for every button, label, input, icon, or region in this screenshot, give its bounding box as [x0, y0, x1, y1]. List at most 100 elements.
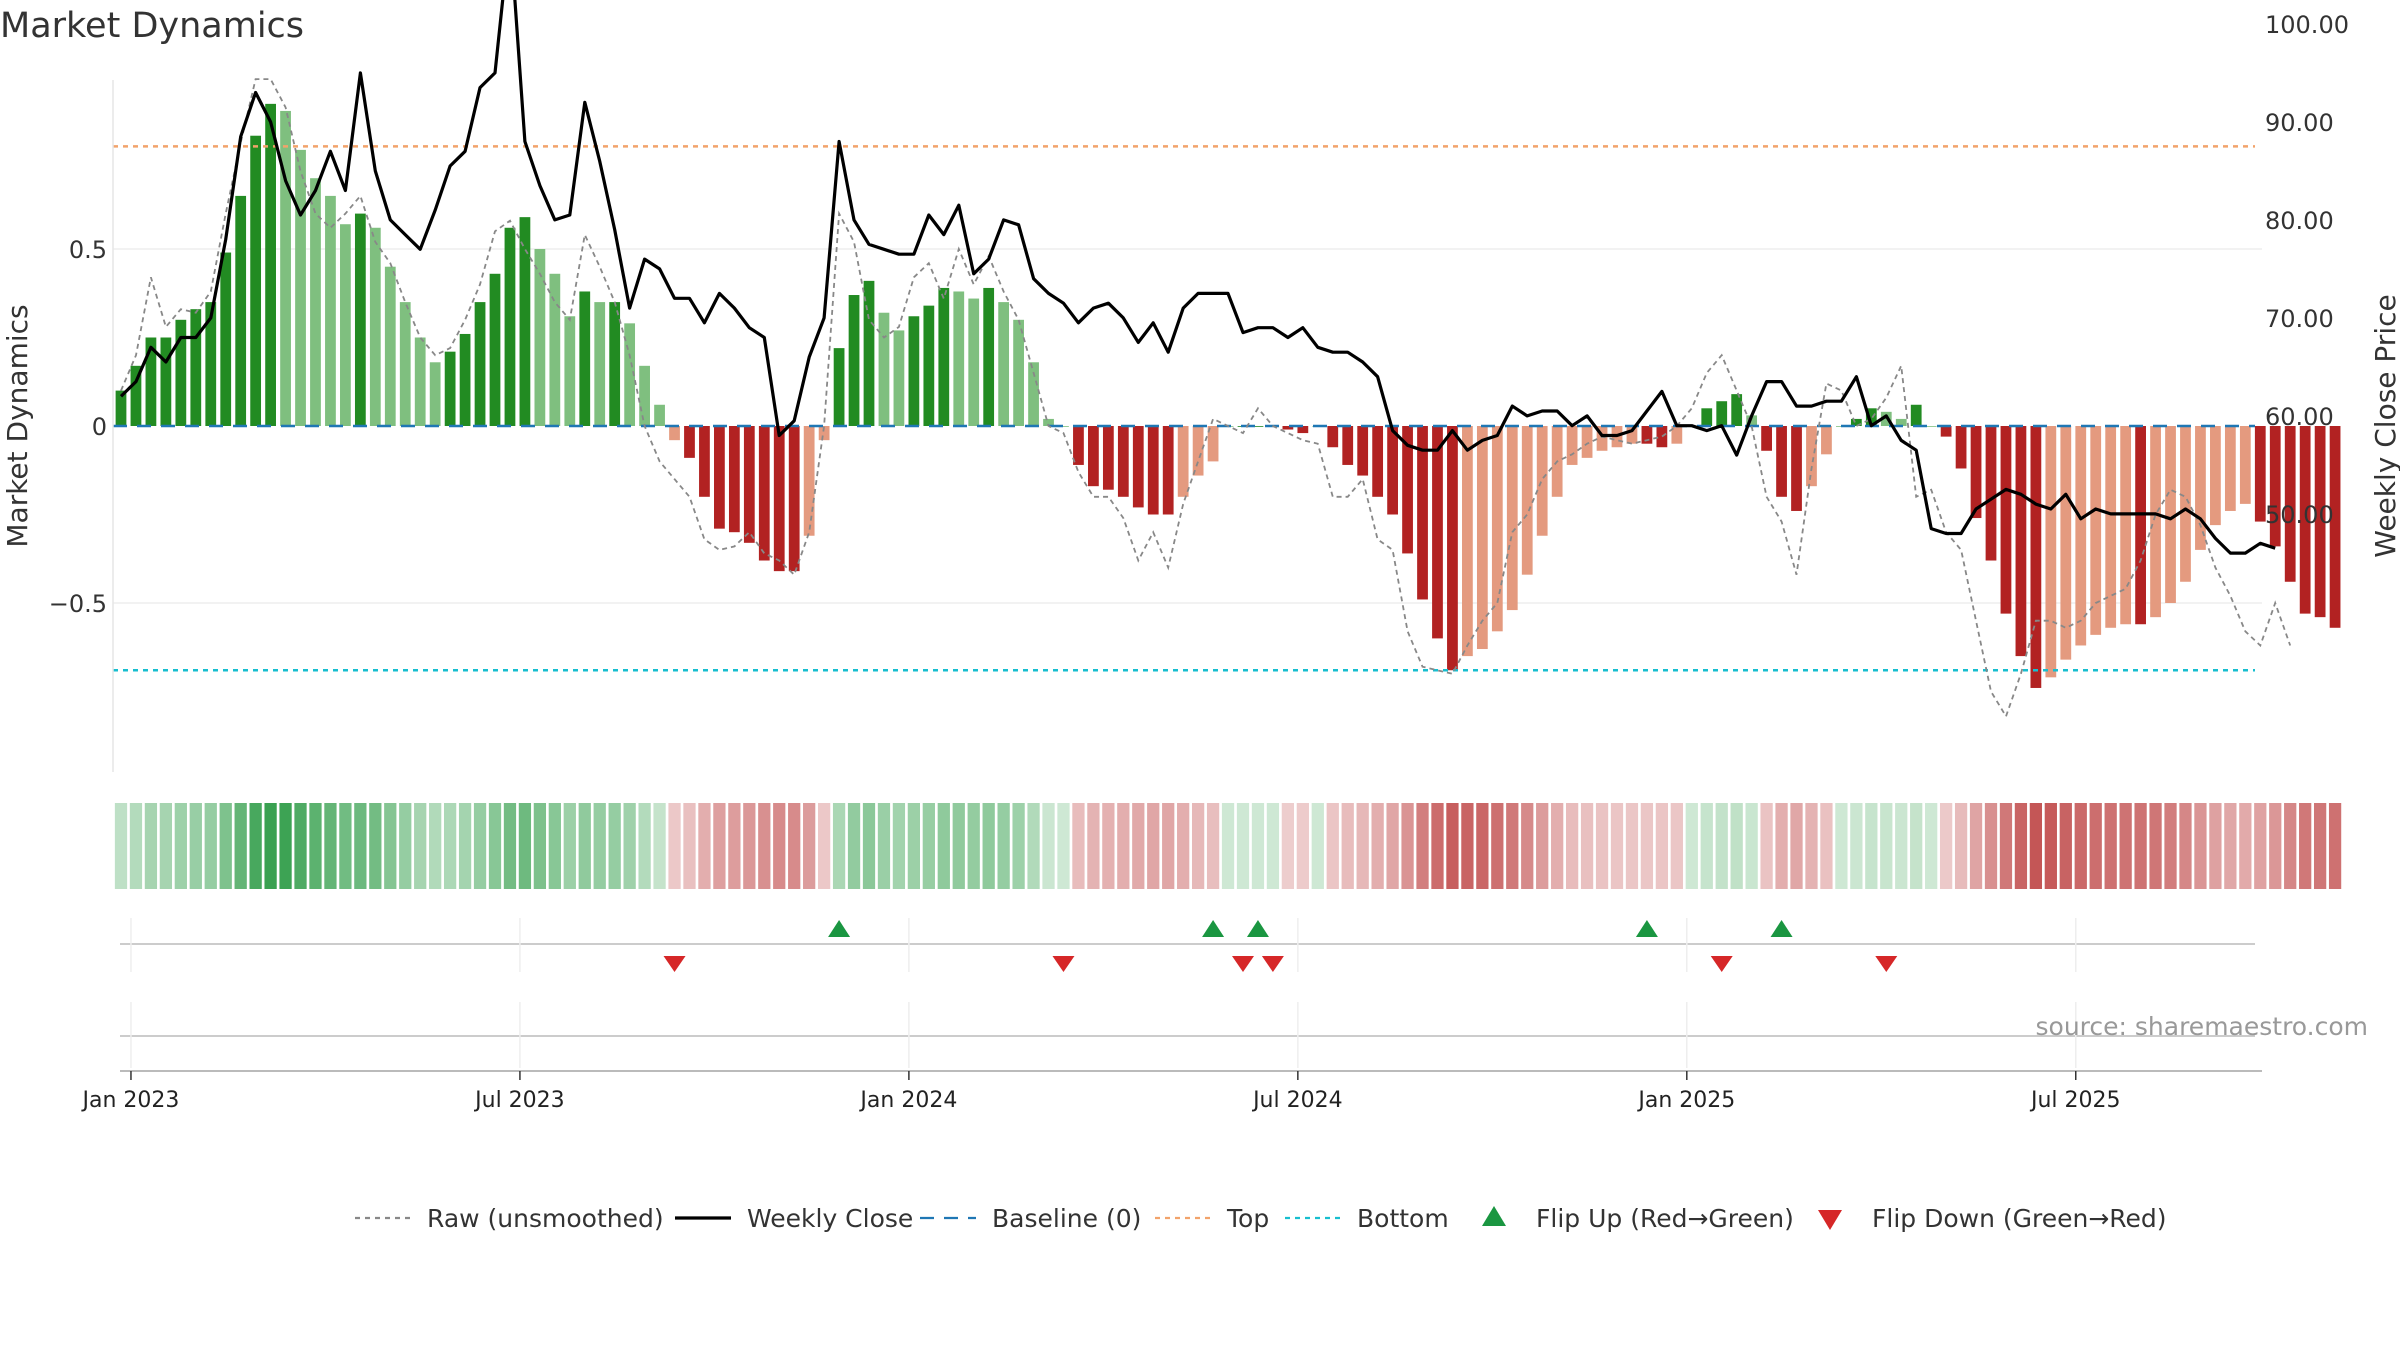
histogram-bar — [699, 426, 710, 497]
heat-cell — [1236, 803, 1250, 889]
histogram-bar — [1955, 426, 1967, 469]
x-tick-label: Jan 2025 — [1636, 1088, 1735, 1113]
histogram-bar — [384, 266, 396, 426]
heat-cell — [922, 803, 935, 889]
heat-cell — [174, 803, 187, 889]
heat-cell — [1625, 803, 1639, 889]
heat-cell — [788, 803, 801, 889]
histogram-bar — [1596, 426, 1608, 451]
heat-cell — [1880, 803, 1893, 889]
heat-cell — [1072, 803, 1085, 889]
histogram-bar — [175, 319, 187, 426]
heat-cell — [877, 803, 891, 889]
histogram-bar — [998, 302, 1010, 426]
legend-label: Raw (unsmoothed) — [427, 1204, 664, 1233]
histogram-bar — [205, 302, 217, 426]
histogram-bar — [1536, 426, 1548, 536]
histogram-bar — [788, 426, 800, 572]
flip-panel — [120, 918, 2255, 972]
histogram-bar — [1297, 426, 1309, 434]
heat-cell — [1655, 803, 1669, 889]
heat-cell — [384, 803, 397, 889]
heat-cell — [1521, 803, 1534, 889]
heat-cell — [1416, 803, 1429, 889]
histogram-bar — [1043, 418, 1054, 426]
histogram-bar — [2030, 426, 2042, 688]
histogram-bar — [1447, 426, 1458, 671]
heat-cell — [1551, 803, 1564, 889]
heat-cell — [743, 803, 756, 889]
histogram-bar — [938, 287, 950, 426]
histogram-bar — [504, 227, 516, 426]
histogram-bar — [130, 365, 142, 426]
heat-cell — [1805, 803, 1818, 889]
bars-layer — [115, 103, 2341, 688]
heat-cell — [862, 803, 876, 889]
x-tick-label: Jul 2025 — [2029, 1088, 2121, 1113]
heat-cell — [1117, 803, 1130, 889]
histogram-bar — [1940, 426, 1952, 437]
histogram-bar — [1013, 319, 1024, 426]
x-axis-ticks: Jan 2023 Jul 2023 Jan 2024 Jul 2024 Jan 2025… — [81, 1071, 2121, 1113]
histogram-bar — [250, 135, 262, 426]
heat-cell — [1790, 803, 1803, 889]
heat-cell — [1700, 803, 1713, 889]
histogram-bar — [1132, 426, 1144, 508]
histogram-bar — [2269, 426, 2281, 547]
flip-up-marker — [1770, 920, 1793, 937]
histogram-bar — [758, 426, 770, 561]
heat-cell — [1536, 803, 1549, 889]
histogram-bar — [2165, 426, 2176, 603]
heat-cell — [1999, 803, 2013, 889]
heat-cell — [1476, 803, 1489, 889]
histogram-bar — [549, 273, 561, 426]
histogram-bar — [399, 302, 411, 426]
heat-cell — [2089, 803, 2102, 889]
histogram-bar — [2195, 426, 2206, 550]
heat-cell — [1371, 803, 1384, 889]
histogram-bar — [1402, 426, 1413, 554]
heat-cell — [1266, 803, 1280, 889]
heat-cell — [1715, 803, 1728, 889]
heat-cell — [1640, 803, 1654, 889]
heat-cell — [1012, 803, 1025, 889]
histogram-bar — [863, 280, 875, 426]
lines-layer — [113, 0, 2292, 719]
legend-label: Bottom — [1357, 1204, 1449, 1233]
legend-item: Raw (unsmoothed) — [355, 1204, 664, 1233]
heat-cell — [2224, 803, 2237, 889]
heat-cell — [2059, 803, 2072, 889]
heat-cell — [563, 803, 576, 889]
histogram-bar — [684, 426, 695, 458]
histogram-bar — [833, 348, 845, 426]
heat-cell — [1850, 803, 1863, 889]
heat-cell — [354, 803, 367, 889]
flip-up-marker — [1635, 920, 1658, 937]
heat-cell — [533, 803, 547, 889]
histogram-bar — [534, 249, 546, 426]
flip-up-marker — [828, 920, 851, 937]
heat-cell — [1177, 803, 1190, 889]
histogram-bar — [354, 213, 366, 426]
heat-cell — [892, 803, 906, 889]
histogram-bar — [624, 323, 636, 426]
histogram-bar — [2210, 426, 2221, 526]
histogram-bar — [848, 295, 860, 426]
heat-cell — [1042, 803, 1055, 889]
heat-cell — [1206, 803, 1220, 889]
heat-cell — [369, 803, 382, 889]
histogram-bar — [1387, 426, 1398, 515]
right-axis-label: Weekly Close Price — [2369, 294, 2400, 557]
legend-item: Weekly Close — [675, 1204, 913, 1233]
histogram-bar — [609, 302, 621, 426]
heat-cell — [713, 803, 726, 889]
heat-cell — [1356, 803, 1369, 889]
flip-down-marker — [1875, 956, 1898, 972]
histogram-bar — [1207, 426, 1219, 462]
left-axis-label: Market Dynamics — [1, 304, 34, 547]
legend-swatch-flip-down — [1818, 1210, 1842, 1230]
heat-cell — [2134, 803, 2147, 889]
heat-cell — [728, 803, 741, 889]
heat-cell — [1491, 803, 1504, 889]
heat-cell — [264, 803, 277, 889]
